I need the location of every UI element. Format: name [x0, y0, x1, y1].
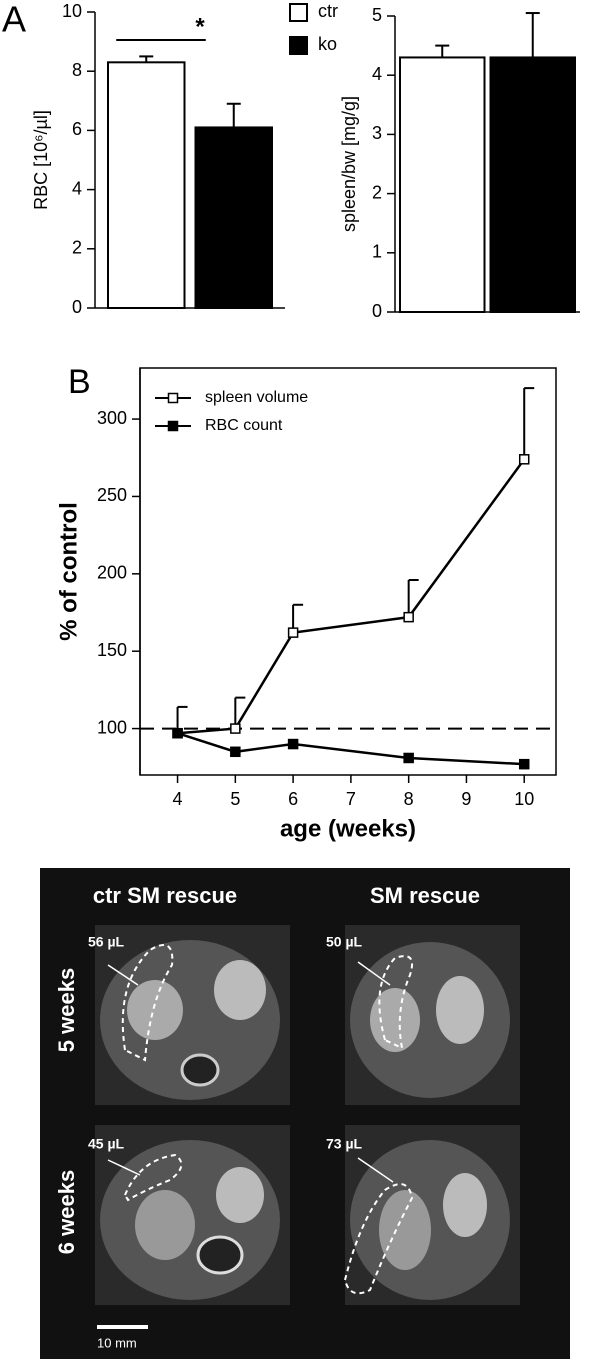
x-tick-label: 9	[461, 789, 471, 809]
plot-frame	[139, 367, 557, 776]
y-axis-label: RBC [10⁶/µl]	[31, 110, 51, 210]
mri-image	[95, 925, 290, 1105]
series-line	[177, 732, 525, 766]
bar	[194, 126, 273, 309]
legend-label: RBC count	[205, 417, 283, 434]
panel-label: B	[68, 363, 91, 401]
y-tick-label: 4	[72, 178, 82, 198]
bar	[399, 56, 486, 313]
volume-label: 56 µL	[88, 934, 125, 950]
legend-marker	[167, 392, 179, 404]
significance-label: *	[195, 13, 205, 40]
scale-bar-label: 10 mm	[97, 1335, 137, 1350]
x-tick-label: 8	[404, 789, 414, 809]
marker	[403, 611, 414, 623]
y-tick-label: 6	[72, 119, 82, 139]
y-tick-label: 3	[372, 123, 382, 143]
y-tick-label: 200	[97, 563, 127, 583]
marker	[287, 627, 299, 638]
y-tick-label: 10	[62, 1, 82, 21]
bar	[489, 56, 576, 313]
volume-label: 45 µL	[88, 1136, 125, 1152]
x-tick-label: 6	[288, 789, 298, 809]
y-tick-label: 250	[97, 485, 127, 505]
y-tick-label: 4	[372, 64, 382, 84]
legend-swatch	[289, 3, 308, 22]
row-header: 5 weeks	[54, 968, 79, 1052]
row-header: 6 weeks	[54, 1170, 79, 1254]
y-axis-label: spleen/bw [mg/g]	[339, 96, 359, 232]
marker	[287, 738, 299, 750]
bar	[107, 61, 186, 309]
x-tick-label: 4	[173, 789, 183, 809]
x-tick-label: 10	[514, 789, 534, 809]
marker	[518, 454, 530, 465]
mri-image	[345, 925, 520, 1105]
legend-marker	[167, 420, 179, 432]
y-tick-label: 150	[97, 640, 127, 660]
column-header: SM rescue	[370, 883, 480, 908]
y-tick-label: 2	[72, 238, 82, 258]
marker	[230, 746, 241, 758]
marker	[172, 727, 183, 739]
x-tick-label: 7	[346, 789, 356, 809]
y-tick-label: 2	[372, 182, 382, 202]
y-tick-label: 100	[97, 717, 127, 737]
y-tick-label: 300	[97, 408, 127, 428]
y-tick-label: 5	[372, 5, 382, 25]
x-axis-label: age (weeks)	[280, 815, 416, 842]
y-axis-label: % of control	[55, 502, 82, 641]
column-header: ctr SM rescue	[93, 883, 237, 908]
y-tick-label: 0	[72, 297, 82, 317]
marker	[230, 723, 241, 734]
marker	[403, 752, 414, 764]
x-tick-label: 5	[230, 789, 240, 809]
y-tick-label: 8	[72, 60, 82, 80]
mri-image	[95, 1125, 290, 1305]
marker	[518, 758, 530, 770]
y-tick-label: 1	[372, 242, 382, 262]
mri-image	[343, 1125, 520, 1305]
series-line	[177, 458, 526, 735]
y-tick-label: 0	[372, 301, 382, 321]
volume-label: 50 µL	[326, 934, 363, 950]
legend-label: ko	[318, 34, 337, 54]
image-panel: ctr SM rescue SM rescue 5 weeks 6 weeks …	[40, 868, 570, 1359]
legend-label: ctr	[318, 1, 338, 21]
panel-label: A	[2, 0, 26, 40]
legend-swatch	[289, 36, 308, 55]
volume-label: 73 µL	[326, 1136, 363, 1152]
legend-label: spleen volume	[205, 389, 308, 406]
